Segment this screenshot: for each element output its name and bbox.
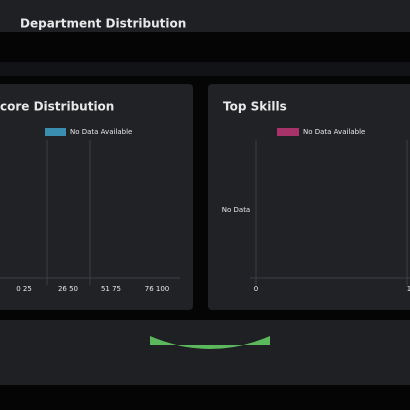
panel-title: core Distribution [0,100,114,114]
x-tick-label: 26 50 [58,285,78,293]
pie-chart-edge [150,336,270,349]
x-tick-label: 76 100 [145,285,170,293]
panel [0,320,410,385]
legend-label: No Data Available [303,128,365,136]
legend-swatch [45,128,66,136]
header-card [0,0,410,32]
y-axis-label: No Data [222,206,250,214]
x-tick-label: 1 [407,285,410,293]
x-tick-label: 0 25 [16,285,32,293]
x-tick-label: 51 75 [101,285,121,293]
legend-label: No Data Available [70,128,132,136]
panel-title: Top Skills [223,100,287,114]
legend-swatch [277,128,299,136]
panel [0,84,193,310]
toolbar [0,62,410,76]
x-tick-label: 0 [254,285,258,293]
header-title: Department Distribution [20,17,186,31]
panel [208,84,410,310]
